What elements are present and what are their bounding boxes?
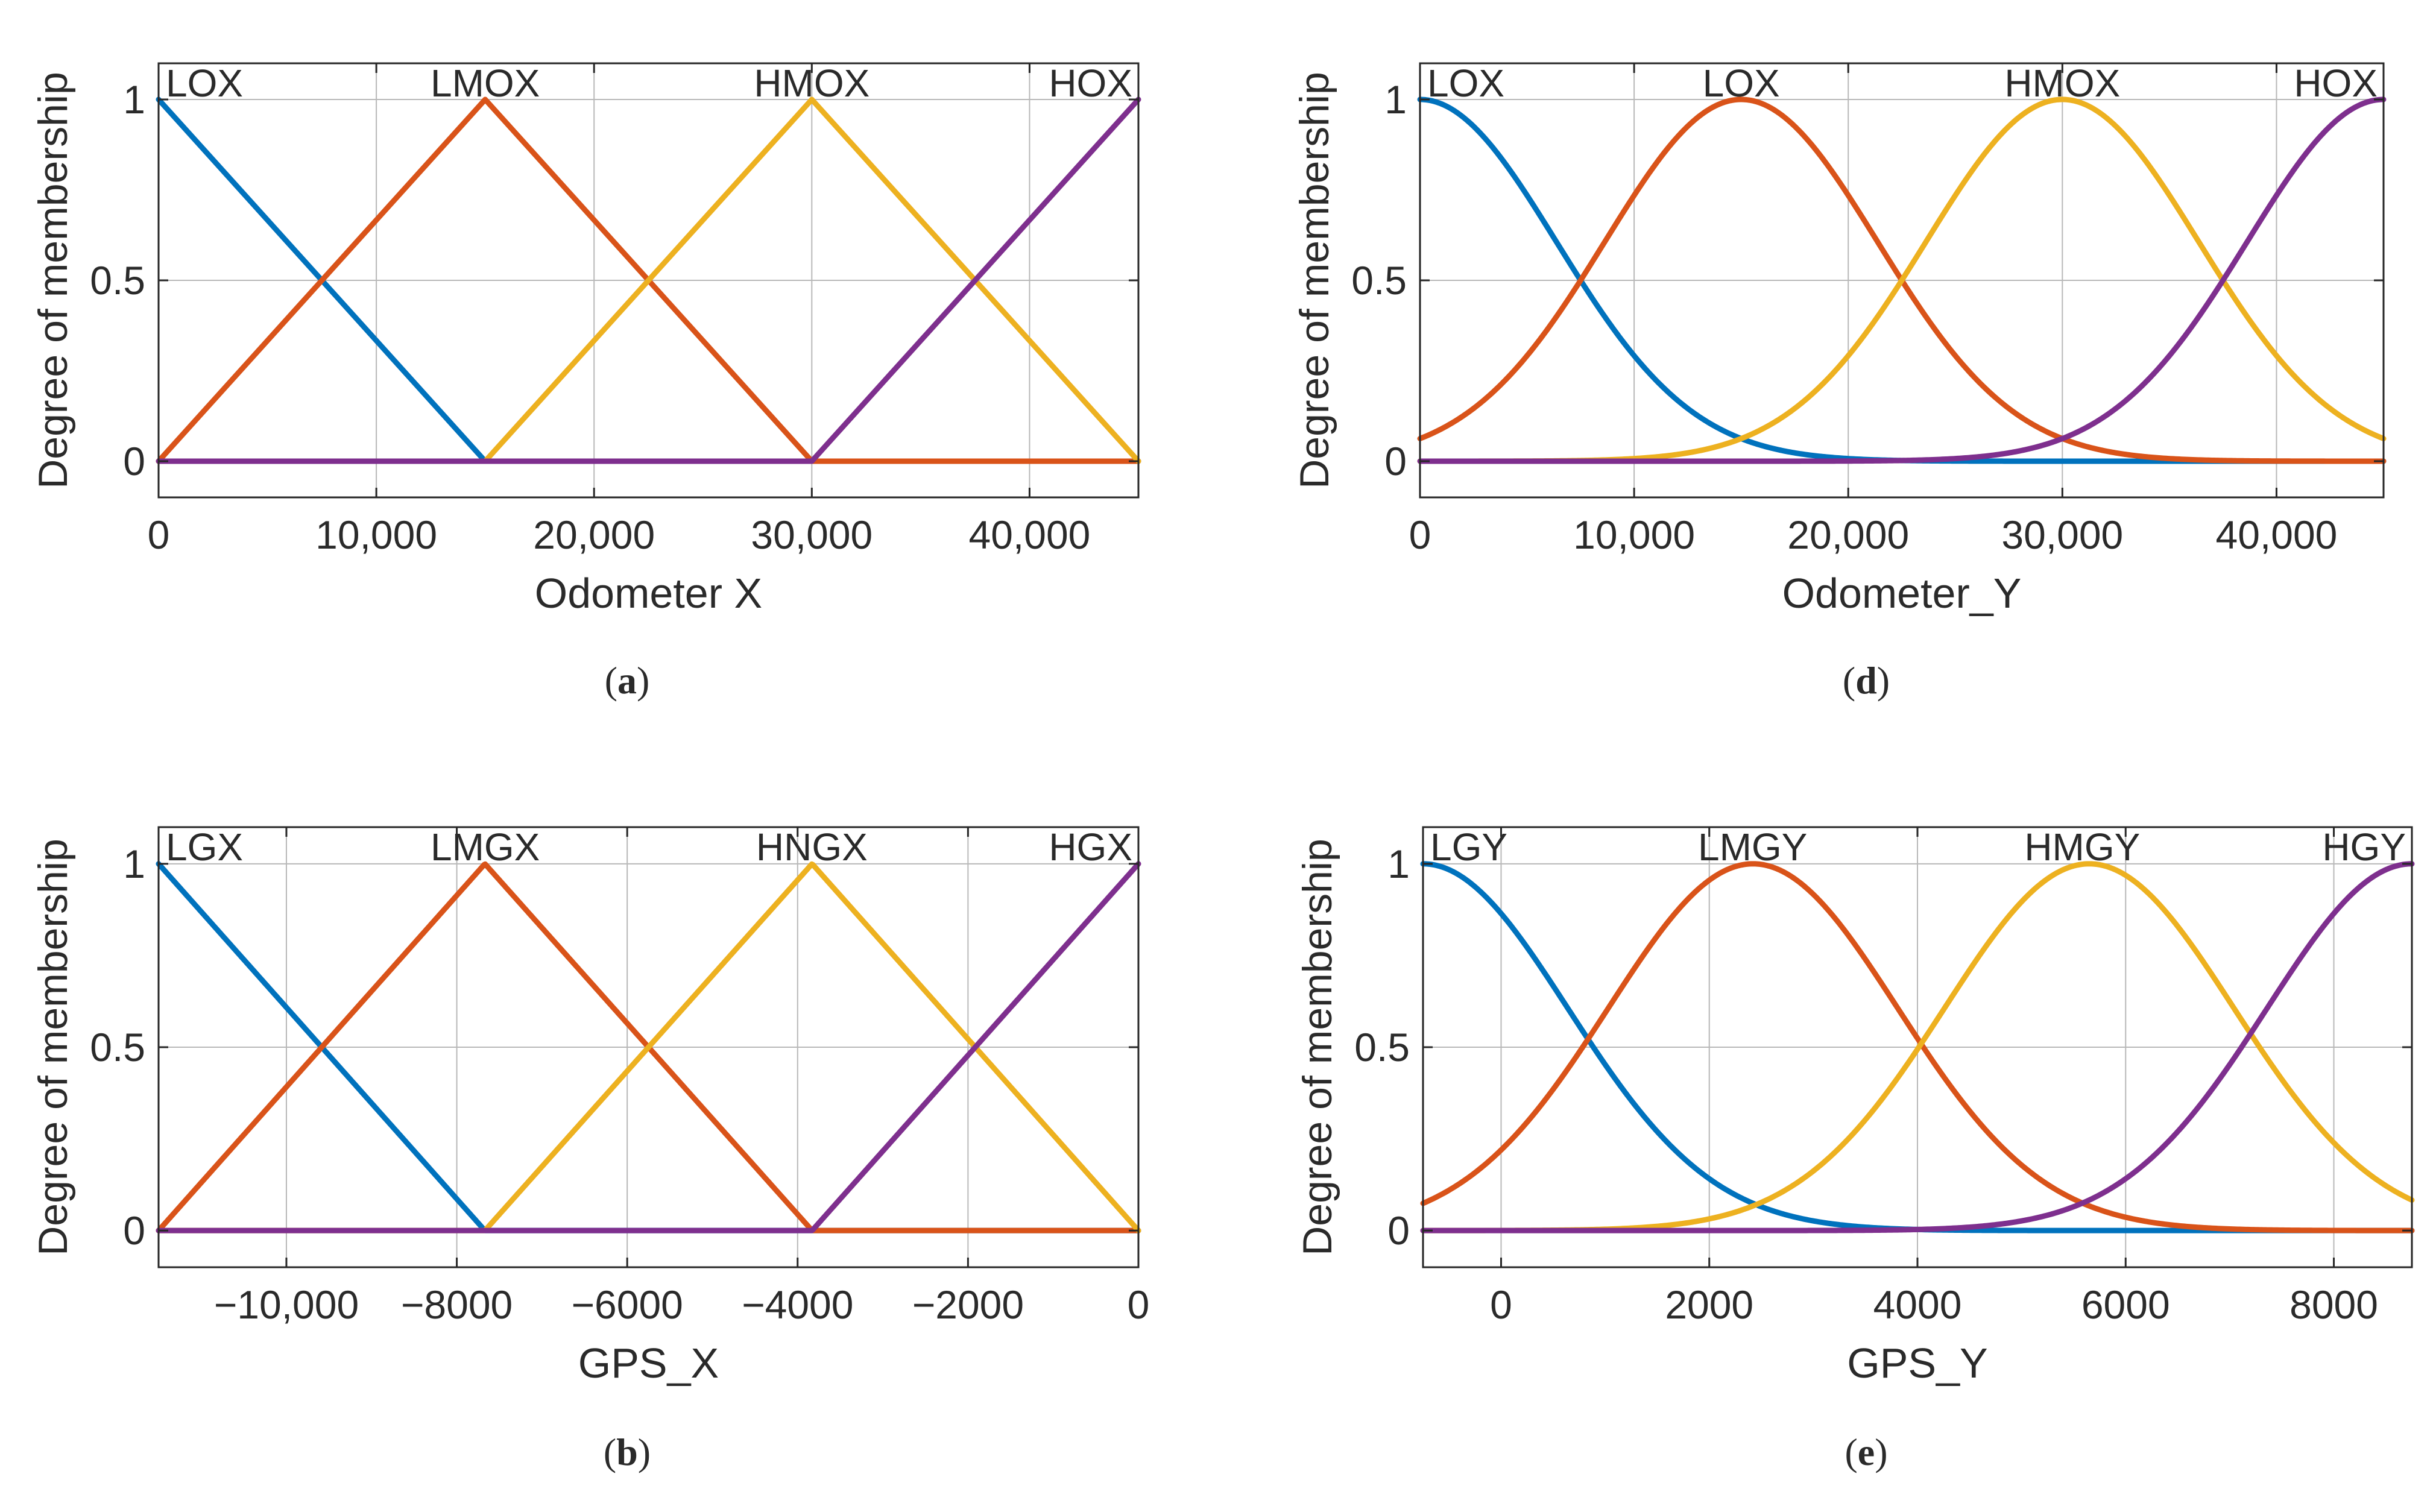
- x-tick-label-a-3: 30,000: [751, 512, 873, 557]
- x-tick-label-d-3: 30,000: [2001, 512, 2123, 557]
- mf-label-e-0: LGY: [1430, 825, 1507, 869]
- panel-a: 0 10,000 20,000 30,000 40,000 0 0.5 1 Degree of …: [30, 61, 1141, 702]
- panel-b: −10,000 −8000 −6000 −4000 −2000 0 0 0.5 1 Degree …: [30, 825, 1149, 1473]
- mf-label-b-2: HNGX: [756, 825, 868, 869]
- x-tick-label-b-3: −4000: [742, 1282, 853, 1327]
- y-axis-label-d: Degree of membership: [1292, 72, 1337, 489]
- caption-open-paren: (: [1844, 1431, 1857, 1473]
- x-tick-label-d-1: 10,000: [1573, 512, 1695, 557]
- mf-label-a-3: HOX: [1049, 61, 1132, 105]
- x-tick-label-d-2: 20,000: [1787, 512, 1909, 557]
- series-line-e-hgy: [1420, 861, 2415, 1233]
- mf-label-e-3: HGY: [2322, 825, 2406, 869]
- y-tick-label-e-2: 1: [1387, 842, 1410, 886]
- series-line-e-lmgy: [1420, 861, 2415, 1233]
- y-axis-label-a: Degree of membership: [30, 72, 76, 489]
- panel-caption-e: (e): [1844, 1431, 1887, 1473]
- caption-letter: b: [616, 1431, 638, 1473]
- y-tick-label-d-1: 0.5: [1351, 258, 1407, 303]
- x-tick-label-e-0: 0: [1490, 1282, 1512, 1327]
- x-tick-label-d-0: 0: [1409, 512, 1431, 557]
- mf-label-b-1: LMGX: [431, 825, 540, 869]
- x-tick-label-d-4: 40,000: [2216, 512, 2338, 557]
- y-tick-label-b-1: 0.5: [90, 1025, 145, 1069]
- panel-caption-a: (a): [605, 659, 650, 702]
- mf-label-e-2: HMGY: [2024, 825, 2140, 869]
- panel-d: 0 10,000 20,000 30,000 40,000 0 0.5 1 Degree of …: [1292, 61, 2387, 702]
- x-tick-label-e-3: 6000: [2081, 1282, 2170, 1327]
- y-tick-label-d-0: 0: [1384, 439, 1407, 484]
- caption-letter: a: [617, 659, 637, 702]
- x-tick-label-b-4: −2000: [912, 1282, 1024, 1327]
- series-line-a-hox: [156, 96, 1141, 464]
- x-axis-label-d: Odometer_Y: [1782, 570, 2022, 617]
- caption-close-paren: ): [1875, 1431, 1887, 1473]
- mf-label-d-2: HMOX: [2004, 61, 2120, 105]
- caption-close-paren: ): [638, 1431, 651, 1473]
- x-tick-label-a-0: 0: [148, 512, 170, 557]
- y-tick-label-a-0: 0: [123, 439, 145, 484]
- x-tick-label-e-1: 2000: [1665, 1282, 1753, 1327]
- y-tick-label-b-2: 1: [123, 842, 145, 886]
- x-tick-label-e-2: 4000: [1873, 1282, 1962, 1327]
- x-axis-label-a: Odometer X: [535, 570, 762, 617]
- x-tick-label-a-1: 10,000: [315, 512, 437, 557]
- y-tick-label-a-1: 0.5: [90, 258, 145, 303]
- caption-letter: e: [1858, 1431, 1875, 1473]
- x-tick-label-b-1: −8000: [401, 1282, 513, 1327]
- y-axis-label-e: Degree of membership: [1295, 839, 1340, 1256]
- mf-label-b-0: LGX: [166, 825, 243, 869]
- x-tick-label-a-2: 20,000: [533, 512, 655, 557]
- x-tick-label-a-4: 40,000: [969, 512, 1091, 557]
- y-tick-label-b-0: 0: [123, 1208, 145, 1253]
- y-tick-label-d-2: 1: [1384, 77, 1407, 122]
- caption-open-paren: (: [604, 1431, 616, 1473]
- y-tick-label-e-0: 0: [1387, 1208, 1410, 1253]
- caption-open-paren: (: [1843, 659, 1855, 702]
- x-tick-label-b-5: 0: [1128, 1282, 1150, 1327]
- x-tick-label-b-0: −10,000: [214, 1282, 359, 1327]
- mf-label-d-3: HOX: [2294, 61, 2378, 105]
- x-tick-label-e-4: 8000: [2289, 1282, 2378, 1327]
- series-line-b-hgx: [156, 861, 1141, 1233]
- panel-caption-d: (d): [1843, 659, 1890, 702]
- mf-label-b-3: HGX: [1049, 825, 1132, 869]
- x-axis-label-b: GPS_X: [578, 1340, 719, 1387]
- y-tick-label-e-1: 0.5: [1354, 1025, 1410, 1069]
- mf-label-d-1: LOX: [1703, 61, 1780, 105]
- mf-label-e-1: LMGY: [1698, 825, 1807, 869]
- panel-caption-b: (b): [604, 1431, 651, 1473]
- y-tick-label-a-2: 1: [123, 77, 145, 122]
- mf-label-d-0: LOX: [1427, 61, 1504, 105]
- caption-letter: d: [1855, 659, 1877, 702]
- panel-e: 0 2000 4000 6000 8000 0 0.5 1 Degree of membersh…: [1295, 825, 2415, 1473]
- y-axis-label-b: Degree of membership: [30, 839, 76, 1256]
- x-axis-label-e: GPS_Y: [1847, 1340, 1987, 1387]
- mf-label-a-1: LMOX: [431, 61, 540, 105]
- series-line-d-hox: [1417, 96, 2387, 464]
- mf-label-a-0: LOX: [166, 61, 243, 105]
- caption-close-paren: ): [637, 659, 649, 702]
- x-tick-label-b-2: −6000: [571, 1282, 683, 1327]
- caption-open-paren: (: [605, 659, 617, 702]
- caption-close-paren: ): [1877, 659, 1890, 702]
- mf-label-a-2: HMOX: [754, 61, 869, 105]
